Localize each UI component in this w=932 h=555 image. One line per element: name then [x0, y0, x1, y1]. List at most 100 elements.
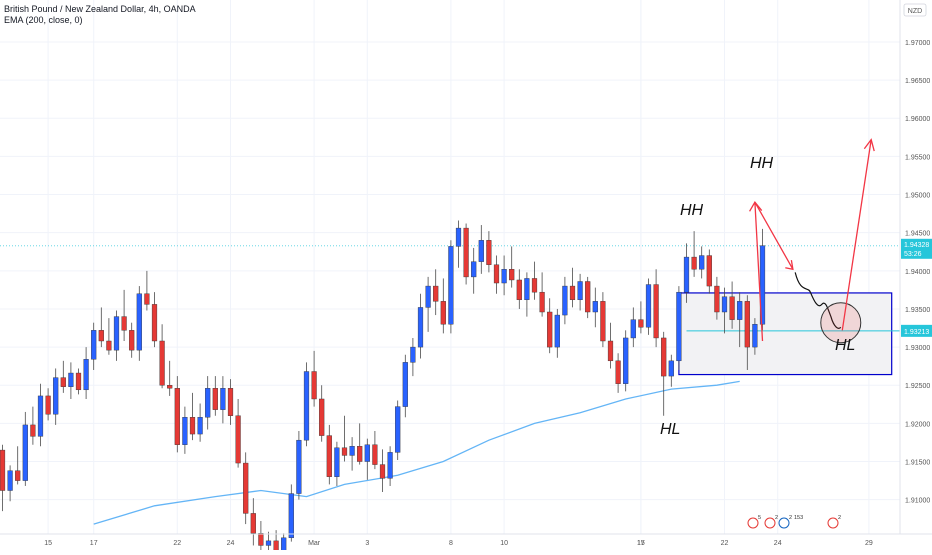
time-tick-label: 24 — [774, 540, 782, 547]
candle-body — [334, 447, 340, 477]
candle-body — [113, 316, 120, 351]
candle-body — [182, 417, 188, 445]
event-flag-icon — [747, 517, 759, 529]
price-tick-label: 1.93000 — [905, 345, 930, 352]
currency-box — [903, 3, 927, 17]
price-tick-label: 1.93500 — [905, 307, 930, 314]
candle-body — [524, 278, 530, 301]
candle-body — [357, 446, 363, 462]
candle-body — [585, 281, 591, 313]
candle-body — [455, 227, 462, 247]
candle-body — [721, 296, 728, 313]
candle-body — [341, 447, 348, 456]
candle-body — [676, 291, 682, 362]
event-count: 5 — [758, 515, 761, 521]
chart-header: British Pound / New Zealand Dollar, 4h, … — [4, 4, 196, 26]
candle-body — [212, 388, 218, 410]
candle-body — [303, 371, 310, 441]
event-marker-3: 2 — [827, 515, 841, 529]
price-tick-label: 1.96000 — [905, 116, 930, 123]
zone-level-tag — [901, 324, 932, 337]
event-count-2: 2 — [789, 515, 792, 521]
candle-body — [75, 372, 82, 391]
label-hh-left: HH — [680, 202, 704, 219]
event-flag-icon-2 — [778, 517, 790, 529]
candle-body — [645, 284, 652, 328]
event-flag-icon — [827, 517, 839, 529]
price-tick-label: 1.91000 — [905, 498, 930, 505]
candle-body — [281, 537, 287, 552]
candle-body — [509, 269, 515, 281]
candle-body — [410, 346, 416, 363]
candle-body — [471, 261, 477, 278]
price-tick-label: 1.94000 — [905, 269, 930, 276]
event-marker-2: 2 2 153 — [764, 515, 803, 529]
candle-body — [516, 279, 522, 301]
candle-body — [562, 285, 568, 316]
candle-body — [402, 362, 408, 407]
squiggle-path — [794, 272, 842, 329]
arrowhead-up — [863, 138, 875, 152]
candle-body — [433, 285, 439, 302]
candle-body — [167, 385, 173, 389]
candle-body — [683, 256, 690, 293]
candle-body — [600, 301, 606, 342]
demand-zone — [678, 292, 900, 376]
price-tick-label: 1.95000 — [905, 193, 930, 200]
candle-body — [653, 284, 659, 339]
candle-body — [273, 540, 279, 552]
time-tick-label: 24 — [227, 540, 235, 547]
candle-body — [227, 388, 234, 416]
candle-body — [615, 360, 621, 384]
candle-body — [106, 340, 112, 351]
price-tick-label: 1.92500 — [905, 383, 930, 390]
candle-body — [326, 435, 332, 477]
candle-body — [699, 255, 705, 270]
candle-body — [159, 340, 165, 386]
price-tick-label: 1.96500 — [905, 78, 930, 85]
target-circle — [820, 302, 862, 344]
candle-body — [349, 446, 355, 456]
price-tick-label: 1.92000 — [905, 421, 930, 428]
event-markers: 5 2 2 153 2 — [747, 515, 841, 529]
candle-body — [638, 319, 644, 328]
candle-body — [0, 449, 6, 491]
candle-body — [714, 285, 720, 313]
event-count-3: 153 — [794, 515, 803, 521]
candle-body — [311, 371, 317, 400]
candle-body — [486, 240, 492, 265]
candle-body — [144, 293, 150, 305]
candle-body — [30, 424, 36, 437]
time-tick-label: 3 — [365, 540, 369, 547]
candle-body — [37, 395, 44, 437]
time-tick-label: 22 — [721, 540, 729, 547]
candle-body — [60, 377, 66, 387]
candle-body — [98, 330, 104, 342]
arrowhead-down — [785, 260, 794, 271]
candle-body — [68, 372, 74, 387]
price-tick-label: 1.91500 — [905, 460, 930, 467]
last-price-tag — [901, 238, 932, 259]
candle-body — [45, 395, 51, 415]
candle-body — [440, 301, 446, 325]
candle-body — [623, 337, 629, 384]
candle-body — [372, 444, 378, 465]
last-price-label: 1.94328 — [904, 242, 929, 249]
grid — [0, 0, 900, 534]
candle-body — [22, 424, 28, 481]
candle-body — [706, 255, 712, 287]
candle-body — [691, 256, 697, 270]
time-tick-label: 29 — [865, 540, 873, 547]
candle-body — [151, 304, 158, 342]
ema-line — [93, 380, 740, 525]
candle-body — [319, 398, 325, 436]
candle-body — [531, 278, 538, 293]
arrowhead-top — [749, 201, 763, 212]
candle-body — [539, 291, 545, 313]
time-tick-label: 8 — [449, 540, 453, 547]
candle-body — [493, 264, 500, 284]
candle-body — [53, 377, 59, 415]
